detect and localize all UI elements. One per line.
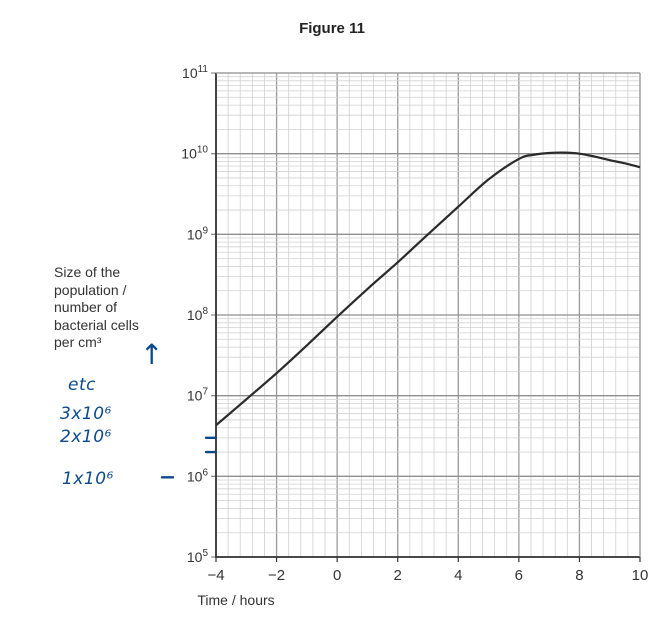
x-tick-label: 2 [394, 567, 402, 584]
handwritten-arrow-icon: ↑ [140, 338, 164, 371]
y-tick-label: 105 [187, 548, 209, 565]
figure-title: Figure 11 [299, 20, 365, 37]
y-axis-label: Size of the population / number of bacte… [54, 264, 184, 352]
x-tick-label: −4 [207, 567, 224, 584]
handwritten-etc: etc [68, 375, 96, 395]
x-tick-label: 0 [333, 567, 341, 584]
x-tick-label: 10 [632, 567, 649, 584]
handwritten-note: 1x10⁶ [62, 469, 114, 489]
y-axis-label-line: Size of the [54, 264, 121, 280]
x-tick-label: 4 [454, 567, 462, 584]
x-axis-label: Time / hours [0, 592, 664, 608]
x-tick-label: 6 [515, 567, 523, 584]
x-axis-label-text: Time / hours [197, 592, 275, 608]
y-axis-label-line: per cm³ [54, 334, 102, 350]
y-tick-label: 107 [187, 387, 209, 404]
y-axis-label-line: population / [54, 281, 127, 298]
population-curve [215, 151, 641, 427]
x-tick-label: −2 [268, 567, 285, 584]
handwritten-note: 2x10⁶ [60, 427, 112, 447]
y-tick-label: 108 [187, 306, 209, 323]
y-tick-label: 1011 [182, 64, 208, 81]
x-tick-label: 8 [575, 567, 583, 584]
y-tick-label: 1010 [181, 145, 208, 162]
y-axis-label-line: number of [54, 299, 118, 315]
handwritten-note: 3x10⁶ [60, 404, 112, 424]
y-axis-label-line: bacterial cells [54, 316, 139, 333]
y-tick-label: 106 [187, 467, 209, 484]
y-tick-label: 109 [187, 225, 209, 242]
